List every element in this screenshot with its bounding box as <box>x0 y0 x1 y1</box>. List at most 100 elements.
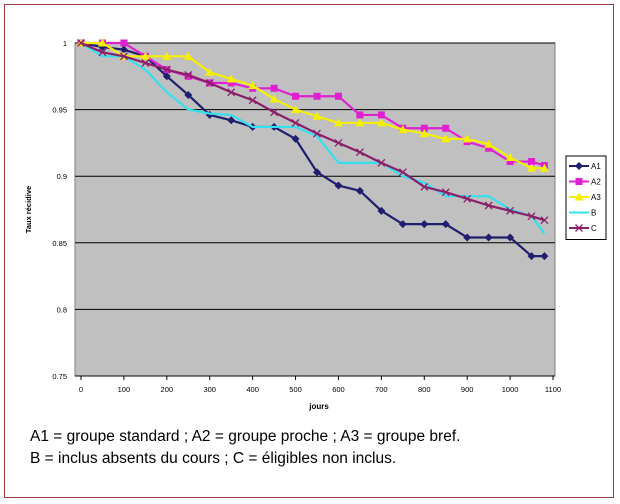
data-point <box>442 124 450 132</box>
data-point <box>270 84 278 92</box>
data-point <box>484 233 493 242</box>
data-point <box>575 224 583 232</box>
data-point <box>312 111 322 120</box>
data-point <box>527 212 536 221</box>
x-tick-label: 0 <box>79 385 83 394</box>
data-point <box>162 51 172 60</box>
data-point <box>377 111 385 119</box>
x-tick-label: 500 <box>289 385 302 394</box>
data-point <box>334 138 343 147</box>
data-point <box>227 79 235 87</box>
data-point <box>270 108 279 117</box>
data-point <box>248 96 257 105</box>
data-point <box>313 92 321 100</box>
data-point <box>574 192 584 201</box>
legend-item-A3: A3 <box>569 192 601 202</box>
data-point <box>540 216 549 225</box>
data-point <box>463 194 472 203</box>
x-tick-label: 900 <box>461 385 474 394</box>
data-point <box>485 144 493 152</box>
data-point <box>527 252 536 261</box>
data-point <box>184 72 192 80</box>
y-tick-label: 0.8 <box>57 305 67 314</box>
legend-item-C: C <box>569 224 597 233</box>
data-point <box>398 125 408 134</box>
data-point <box>141 59 150 67</box>
data-point <box>398 168 407 177</box>
x-tick-label: 100 <box>118 385 131 394</box>
x-tick-label: 800 <box>418 385 431 394</box>
data-point <box>333 118 343 127</box>
data-point <box>183 51 193 60</box>
legend-label: A3 <box>591 193 601 202</box>
data-point <box>420 220 429 229</box>
data-point <box>355 148 364 157</box>
x-tick-label: 700 <box>375 385 388 394</box>
y-tick-label: 1 <box>63 39 67 48</box>
caption-line-1: A1 = groupe standard ; A2 = groupe proch… <box>30 428 461 445</box>
data-point <box>484 201 493 210</box>
x-tick-label: 200 <box>161 385 174 394</box>
data-point <box>484 139 494 148</box>
data-point <box>77 39 85 47</box>
data-point <box>441 188 450 197</box>
data-point <box>248 81 258 90</box>
data-point <box>419 129 429 138</box>
data-point <box>398 220 407 229</box>
legend-label: C <box>591 224 597 233</box>
data-point <box>292 92 300 100</box>
data-point <box>291 134 300 143</box>
data-point <box>355 186 364 195</box>
data-point <box>119 45 128 54</box>
data-point <box>540 252 549 261</box>
data-point <box>506 206 515 215</box>
y-axis-title: Taux récidive <box>24 186 33 233</box>
caption-line-2: B = inclus absents du cours ; C = éligib… <box>30 450 397 467</box>
data-point <box>140 51 150 60</box>
series-C <box>77 39 549 225</box>
y-tick-label: 0.9 <box>57 172 67 181</box>
data-point <box>227 88 236 97</box>
data-point <box>463 233 472 242</box>
data-point <box>356 111 364 119</box>
data-point <box>162 72 171 81</box>
data-point <box>377 206 386 215</box>
data-point <box>205 79 214 87</box>
legend-label: A2 <box>591 178 601 187</box>
x-tick-label: 600 <box>332 385 345 394</box>
figure-caption: A1 = groupe standard ; A2 = groupe proch… <box>30 426 620 470</box>
data-point <box>539 163 549 172</box>
y-tick-label: 0.75 <box>52 372 67 381</box>
y-tick-label: 0.85 <box>52 239 67 248</box>
data-point <box>269 94 279 103</box>
data-point <box>98 48 107 57</box>
series-B <box>80 42 546 235</box>
legend-item-A1: A1 <box>569 162 601 171</box>
legend-item-B: B <box>569 209 596 218</box>
line-chart: 0.75 0.8 0.85 0.9 0.95 1 0 100 200 300 400 500 600 70… <box>24 38 607 411</box>
x-tick-label: 1100 <box>545 385 561 394</box>
x-tick-label: 400 <box>246 385 259 394</box>
data-point <box>506 233 515 242</box>
data-point <box>377 158 386 167</box>
data-point <box>184 90 193 99</box>
data-point <box>505 153 515 162</box>
data-point <box>441 134 451 143</box>
series-line-B <box>80 42 546 235</box>
data-point <box>420 182 429 191</box>
data-point <box>291 105 301 114</box>
data-point <box>420 124 428 132</box>
data-point <box>226 74 236 83</box>
data-point <box>376 118 386 127</box>
data-point <box>119 52 128 61</box>
data-point <box>205 67 215 76</box>
x-tick-label: 300 <box>203 385 216 394</box>
data-point <box>506 158 514 166</box>
data-point <box>575 162 583 170</box>
legend-label: A1 <box>591 162 601 171</box>
legend-label: B <box>591 209 596 218</box>
data-point <box>313 168 321 177</box>
data-point <box>462 134 472 143</box>
data-point <box>527 163 537 172</box>
x-tick-label: 1000 <box>502 385 519 394</box>
